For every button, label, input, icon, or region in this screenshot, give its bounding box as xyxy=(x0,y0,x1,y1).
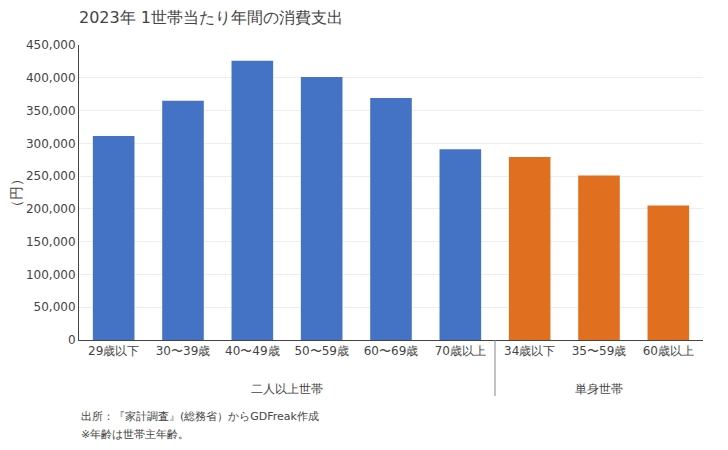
svg-text:150,000: 150,000 xyxy=(26,235,76,249)
svg-text:（円）: （円） xyxy=(8,172,24,214)
svg-text:40〜49歳: 40〜49歳 xyxy=(225,344,280,358)
svg-text:60〜69歳: 60〜69歳 xyxy=(364,344,419,358)
svg-text:250,000: 250,000 xyxy=(26,169,76,183)
svg-text:350,000: 350,000 xyxy=(26,104,76,118)
svg-text:29歳以下: 29歳以下 xyxy=(88,344,139,358)
svg-text:70歳以上: 70歳以上 xyxy=(435,344,486,358)
svg-text:0: 0 xyxy=(68,333,76,347)
svg-text:200,000: 200,000 xyxy=(26,202,76,216)
svg-text:※年齢は世帯主年齢。: ※年齢は世帯主年齢。 xyxy=(81,428,189,441)
svg-text:2023年 1世帯当たり年間の消費支出: 2023年 1世帯当たり年間の消費支出 xyxy=(79,8,343,27)
svg-text:300,000: 300,000 xyxy=(26,137,76,151)
svg-text:34歳以下: 34歳以下 xyxy=(504,344,555,358)
svg-text:450,000: 450,000 xyxy=(26,38,76,52)
svg-text:出所：『家計調査』(総務省）からGDFreak作成: 出所：『家計調査』(総務省）からGDFreak作成 xyxy=(81,410,319,423)
svg-text:単身世帯: 単身世帯 xyxy=(575,382,623,396)
svg-text:100,000: 100,000 xyxy=(26,268,76,282)
svg-text:35〜59歳: 35〜59歳 xyxy=(572,344,627,358)
svg-text:50,000: 50,000 xyxy=(34,300,76,314)
svg-text:60歳以上: 60歳以上 xyxy=(643,344,694,358)
svg-text:400,000: 400,000 xyxy=(26,71,76,85)
svg-text:30〜39歳: 30〜39歳 xyxy=(156,344,211,358)
svg-text:二人以上世帯: 二人以上世帯 xyxy=(251,382,323,396)
svg-text:50〜59歳: 50〜59歳 xyxy=(294,344,349,358)
